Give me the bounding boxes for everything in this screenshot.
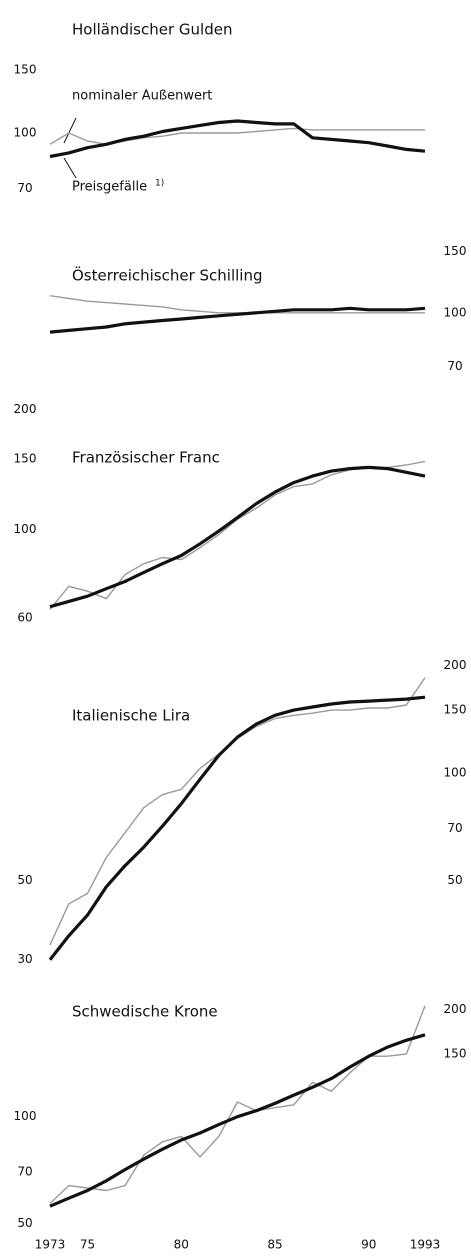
y-tick-label: 150 (14, 62, 37, 76)
y-tick-label: 50 (17, 873, 32, 887)
series-line (49, 119, 426, 159)
y-tick-label: 100 (14, 1109, 37, 1123)
y-tick-label: 100 (444, 765, 467, 779)
x-tick-label: 75 (80, 1238, 95, 1252)
series-line (49, 306, 426, 334)
annotation: nominaler Außenwert (72, 89, 212, 104)
x-tick-label: 85 (267, 1238, 282, 1252)
y-tick-label: 50 (17, 1216, 32, 1230)
y-tick-label: 70 (447, 359, 462, 373)
x-tick-label: 1973 (35, 1238, 66, 1252)
x-tick-label: 1993 (410, 1238, 441, 1252)
y-tick-label: 150 (14, 452, 37, 466)
y-tick-label: 50 (447, 873, 462, 887)
y-tick-label: 200 (444, 1002, 467, 1016)
footnote-mark: 1) (155, 179, 164, 189)
chart-title: Schwedische Krone (72, 1003, 218, 1021)
chart-title: Italienische Lira (72, 707, 190, 725)
y-tick-label: 100 (14, 126, 37, 140)
y-tick-label: 70 (17, 181, 32, 195)
chart-title: Österreichischer Schilling (72, 266, 263, 285)
y-tick-label: 200 (444, 658, 467, 672)
series-line (49, 1005, 426, 1205)
y-tick-label: 70 (17, 1164, 32, 1178)
series-line (48, 695, 426, 961)
x-tick-label: 80 (174, 1238, 189, 1252)
series-line (49, 465, 426, 609)
y-tick-label: 100 (444, 305, 467, 319)
chart-title: Französischer Franc (72, 449, 220, 467)
y-tick-label: 60 (17, 610, 32, 624)
chart-title: Holländischer Gulden (72, 21, 232, 39)
y-tick-label: 150 (444, 1047, 467, 1061)
leader-line (63, 117, 77, 144)
series-line (49, 1033, 426, 1208)
y-tick-label: 30 (17, 952, 32, 966)
leader-line (63, 157, 77, 179)
y-tick-label: 70 (447, 821, 462, 835)
y-tick-label: 100 (14, 522, 37, 536)
annotation: Preisgefälle (72, 180, 147, 195)
y-tick-label: 150 (444, 244, 467, 258)
y-tick-label: 200 (14, 402, 37, 416)
y-tick-label: 150 (444, 703, 467, 717)
x-tick-label: 90 (361, 1238, 376, 1252)
